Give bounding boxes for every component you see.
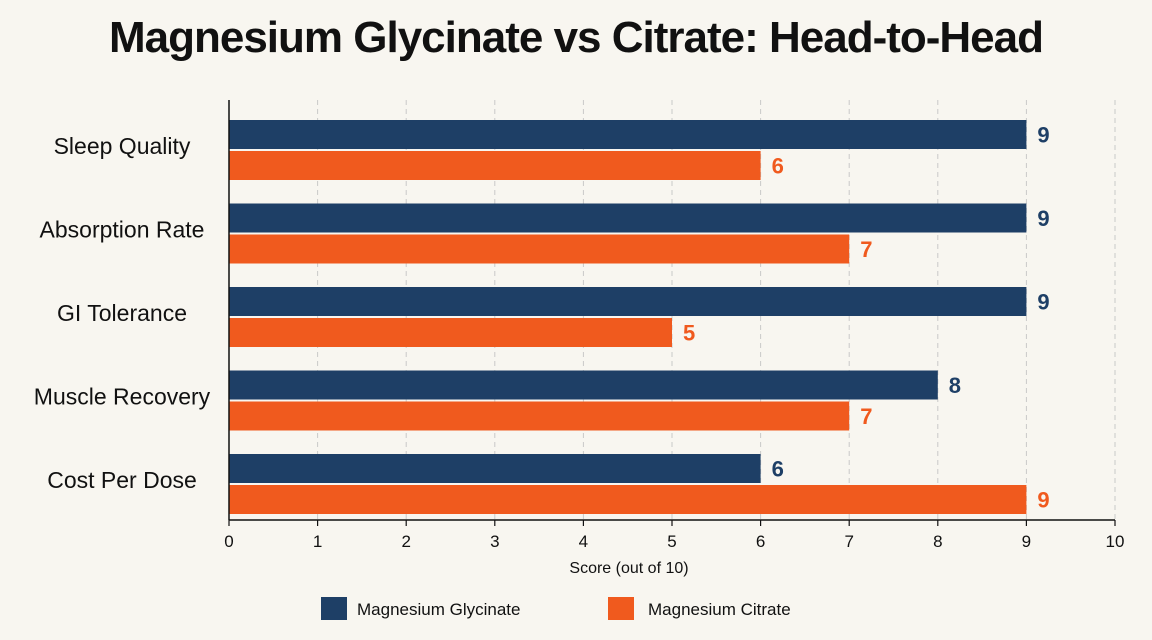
bar xyxy=(229,287,1027,316)
legend-label: Magnesium Glycinate xyxy=(357,600,520,619)
bar xyxy=(229,318,672,347)
value-label: 7 xyxy=(860,404,872,429)
x-tick-label: 8 xyxy=(933,532,942,551)
x-tick-label: 4 xyxy=(579,532,588,551)
category-label: Cost Per Dose xyxy=(47,467,197,493)
x-tick-label: 9 xyxy=(1022,532,1031,551)
bar xyxy=(229,454,761,483)
x-tick-label: 2 xyxy=(401,532,410,551)
category-label: Sleep Quality xyxy=(54,133,191,159)
labels: Sleep Quality 9 6 Absorption Rate 9 7 GI Toler… xyxy=(34,123,1125,552)
x-tick-label: 7 xyxy=(844,532,853,551)
value-label: 7 xyxy=(860,237,872,262)
bar xyxy=(229,370,938,400)
bar xyxy=(229,485,1027,514)
x-tick-label: 10 xyxy=(1106,532,1125,551)
category-label: Muscle Recovery xyxy=(34,384,211,410)
legend-swatch xyxy=(608,597,634,620)
bar xyxy=(229,151,761,180)
value-label: 8 xyxy=(949,373,961,398)
bar xyxy=(229,203,1027,233)
legend-label: Magnesium Citrate xyxy=(648,600,791,619)
bars xyxy=(229,120,1027,514)
x-tick-label: 3 xyxy=(490,532,499,551)
value-label: 9 xyxy=(1037,290,1049,315)
bar xyxy=(229,401,850,431)
x-tick-label: 6 xyxy=(756,532,765,551)
value-label: 9 xyxy=(1037,206,1049,231)
value-label: 5 xyxy=(683,321,695,346)
chart-title: Magnesium Glycinate vs Citrate: Head-to-… xyxy=(108,13,1044,62)
value-label: 6 xyxy=(772,457,784,482)
axes xyxy=(228,100,1116,526)
bar xyxy=(229,234,850,264)
x-tick-label: 1 xyxy=(313,532,322,551)
value-label: 9 xyxy=(1037,488,1049,513)
category-label: GI Tolerance xyxy=(57,300,187,326)
bar xyxy=(229,120,1027,149)
value-label: 6 xyxy=(772,154,784,179)
legend-swatch xyxy=(321,597,347,620)
x-tick-label: 5 xyxy=(667,532,676,551)
category-label: Absorption Rate xyxy=(40,217,205,243)
legend: Magnesium Glycinate Magnesium Citrate xyxy=(321,597,791,620)
x-axis-title: Score (out of 10) xyxy=(569,560,688,577)
value-label: 9 xyxy=(1037,123,1049,148)
x-tick-label: 0 xyxy=(224,532,233,551)
